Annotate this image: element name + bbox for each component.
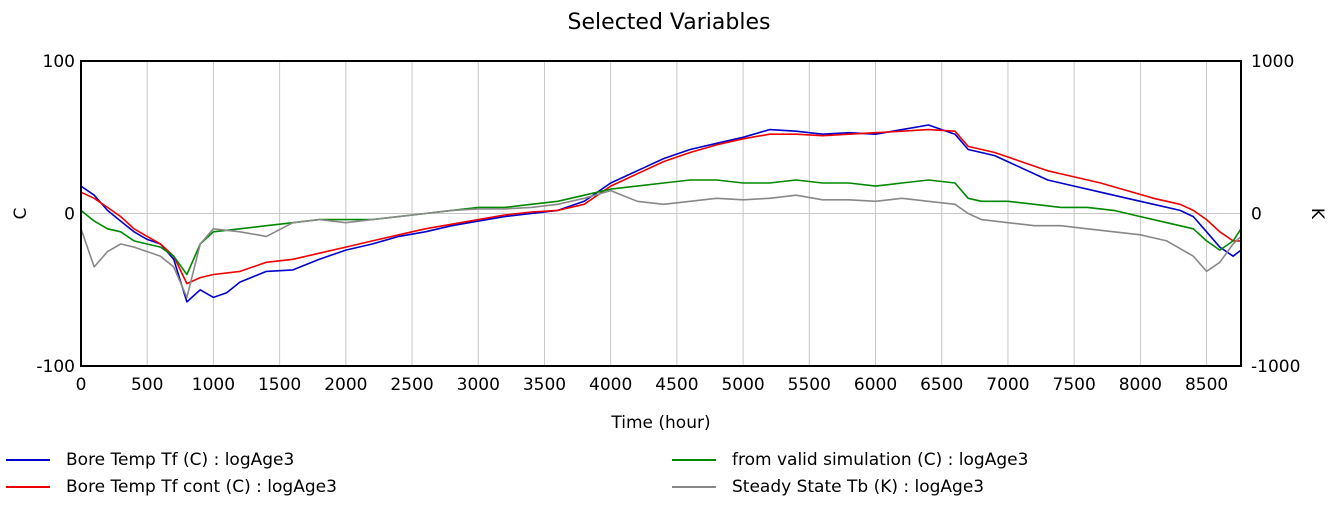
- legend-item-bore-temp-tf-cont: Bore Temp Tf cont (C) : logAge3: [6, 476, 337, 498]
- y-tick-label-right: 0: [1251, 205, 1262, 225]
- y-tick-label-right: 1000: [1251, 52, 1294, 72]
- y-tick-label-right: -1000: [1251, 357, 1300, 377]
- y-tick-label-left: 0: [64, 205, 75, 225]
- plot-frame: [80, 60, 1242, 367]
- legend-swatch: [672, 486, 716, 488]
- y-tick-label-left: -100: [36, 357, 75, 377]
- x-tick-label: 3500: [523, 375, 566, 395]
- x-tick-label: 8000: [1119, 375, 1162, 395]
- x-tick-label: 5500: [788, 375, 831, 395]
- x-tick-label: 1500: [258, 375, 301, 395]
- series-line-0: [80, 124, 1242, 303]
- legend-label: from valid simulation (C) : logAge3: [732, 450, 1029, 470]
- legend-label: Steady State Tb (K) : logAge3: [732, 477, 985, 497]
- legend-swatch: [6, 486, 50, 488]
- x-tick-label: 7500: [1053, 375, 1096, 395]
- tick-labels: 0 500 1000 1500 2000 2500 3000 3500 4000 4500 5000…: [36, 52, 1300, 395]
- legend-label: Bore Temp Tf (C) : logAge3: [66, 450, 295, 470]
- series-line-1: [80, 128, 1241, 285]
- y-axis-label-left: C: [11, 208, 31, 220]
- x-tick-label: 2000: [324, 375, 367, 395]
- x-tick-label: 8500: [1185, 375, 1228, 395]
- legend-swatch: [672, 459, 716, 461]
- x-tick-label: 3000: [457, 375, 500, 395]
- series-line-3: [80, 189, 1242, 299]
- y-tick-label-left: 100: [43, 52, 75, 72]
- x-tick-label: 6000: [854, 375, 897, 395]
- x-tick-label: 6500: [920, 375, 963, 395]
- legend-swatch: [6, 459, 50, 461]
- chart-title: Selected Variables: [567, 10, 771, 35]
- x-tick-label: 5000: [721, 375, 764, 395]
- x-tick-label: 7000: [986, 375, 1029, 395]
- series-line-2: [80, 179, 1242, 276]
- legend-label: Bore Temp Tf cont (C) : logAge3: [66, 477, 337, 497]
- y-axis-label-right: K: [1307, 208, 1327, 220]
- x-tick-label: 4000: [589, 375, 632, 395]
- legend-item-steady-state-tb: Steady State Tb (K) : logAge3: [672, 476, 984, 498]
- x-tick-label: 1000: [192, 375, 235, 395]
- x-tick-label: 0: [76, 375, 87, 395]
- grid-lines: [81, 61, 1241, 366]
- series-lines: [80, 124, 1242, 303]
- x-tick-label: 500: [131, 375, 163, 395]
- x-axis-label: Time (hour): [610, 413, 710, 433]
- legend-item-bore-temp-tf: Bore Temp Tf (C) : logAge3: [6, 449, 294, 471]
- legend-item-valid-simulation: from valid simulation (C) : logAge3: [672, 449, 1028, 471]
- x-tick-label: 4500: [655, 375, 698, 395]
- x-tick-label: 2500: [390, 375, 433, 395]
